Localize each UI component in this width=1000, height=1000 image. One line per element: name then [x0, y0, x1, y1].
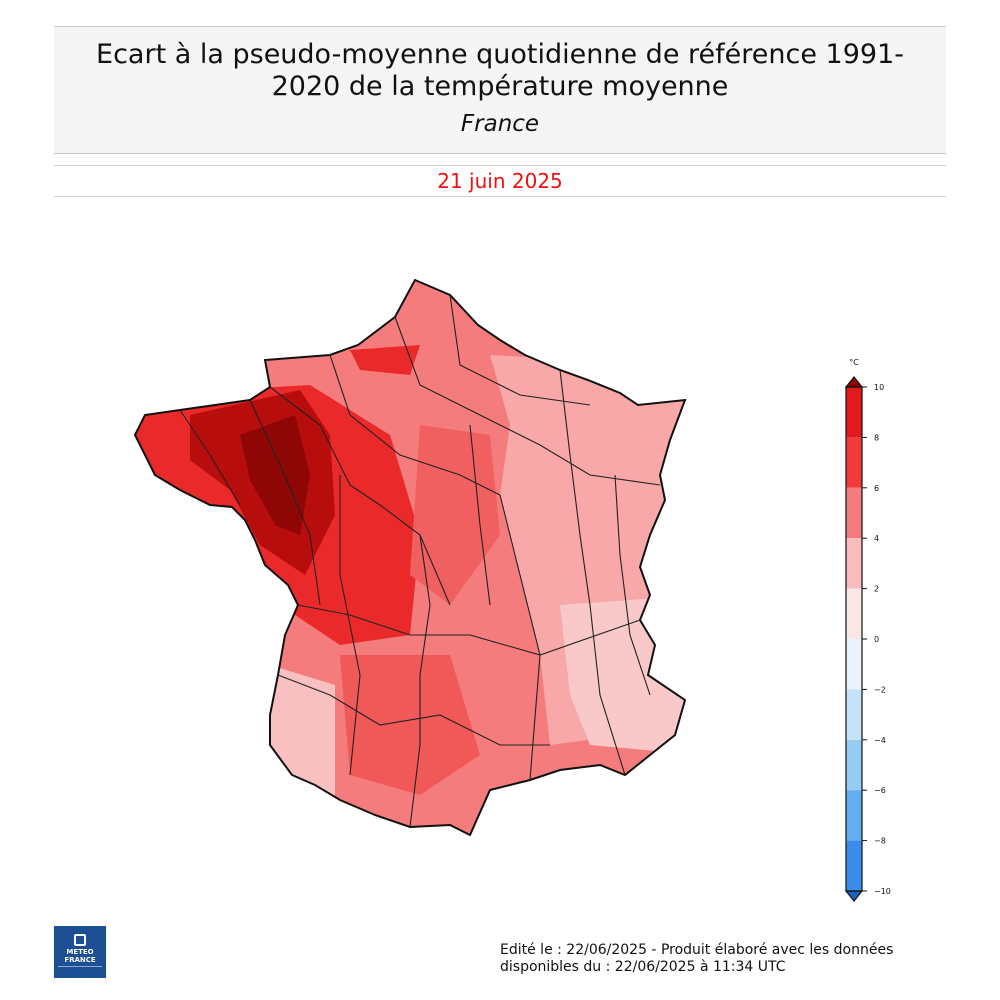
legend-tick-label: 2 [874, 585, 879, 594]
zone-north-hot [350, 345, 420, 375]
legend-over-arrow [844, 376, 864, 388]
legend-bins [844, 376, 864, 902]
legend-bin [846, 487, 862, 539]
legend-bin [846, 588, 862, 639]
legend-tick-label: 8 [874, 433, 879, 442]
legend-bin [846, 739, 862, 791]
zone-brittany-max [240, 415, 310, 535]
legend-tick-label: −2 [874, 685, 886, 694]
legend-ticks: 10 8 6 4 2 0 −2 −4 −6 −8 −10 [862, 383, 891, 896]
legend-unit: °C [849, 358, 859, 367]
legend-tick-label: −6 [874, 786, 886, 795]
footer-line-1: Edité le : 22/06/2025 - Produit élaboré … [500, 942, 894, 958]
map-subtitle: France [460, 111, 540, 137]
legend-under-arrow [844, 890, 864, 902]
zone-south [340, 655, 480, 795]
legend-bin [846, 790, 862, 841]
date-bar: 21 juin 2025 [54, 165, 946, 197]
france-anomaly-map [133, 278, 687, 837]
logo-emblem-icon [74, 934, 86, 946]
department-borders [179, 294, 661, 828]
legend-tick-label: 0 [874, 635, 879, 644]
meteo-france-logo: METEO FRANCE [54, 926, 106, 978]
footer-line-2: disponibles du : 22/06/2025 à 11:34 UTC [500, 959, 786, 975]
legend-tick-label: 6 [874, 484, 879, 493]
header-panel: Ecart à la pseudo-moyenne quotidienne de… [54, 26, 946, 154]
france-outline [133, 278, 687, 837]
legend-bin [846, 840, 862, 891]
legend-bin [846, 689, 862, 740]
zone-centre [410, 425, 500, 605]
map-title: Ecart à la pseudo-moyenne quotidienne de… [96, 39, 904, 102]
legend-bin [846, 538, 862, 589]
legend-tick-label: −10 [874, 887, 891, 896]
legend-bin [846, 639, 862, 690]
legend-tick-label: 10 [874, 383, 884, 392]
date-label: 21 juin 2025 [437, 169, 563, 193]
color-legend: °C 10 8 6 4 2 0 −2 −4 −6 −8 −10 [844, 358, 891, 902]
legend-bin [846, 387, 862, 438]
legend-tick-label: −4 [874, 736, 886, 745]
legend-bin [846, 437, 862, 488]
legend-tick-label: 4 [874, 534, 879, 543]
zone-aquitaine-light [270, 665, 335, 795]
footer-note: Edité le : 22/06/2025 - Produit élaboré … [500, 942, 893, 976]
legend-tick-label: −8 [874, 837, 886, 846]
